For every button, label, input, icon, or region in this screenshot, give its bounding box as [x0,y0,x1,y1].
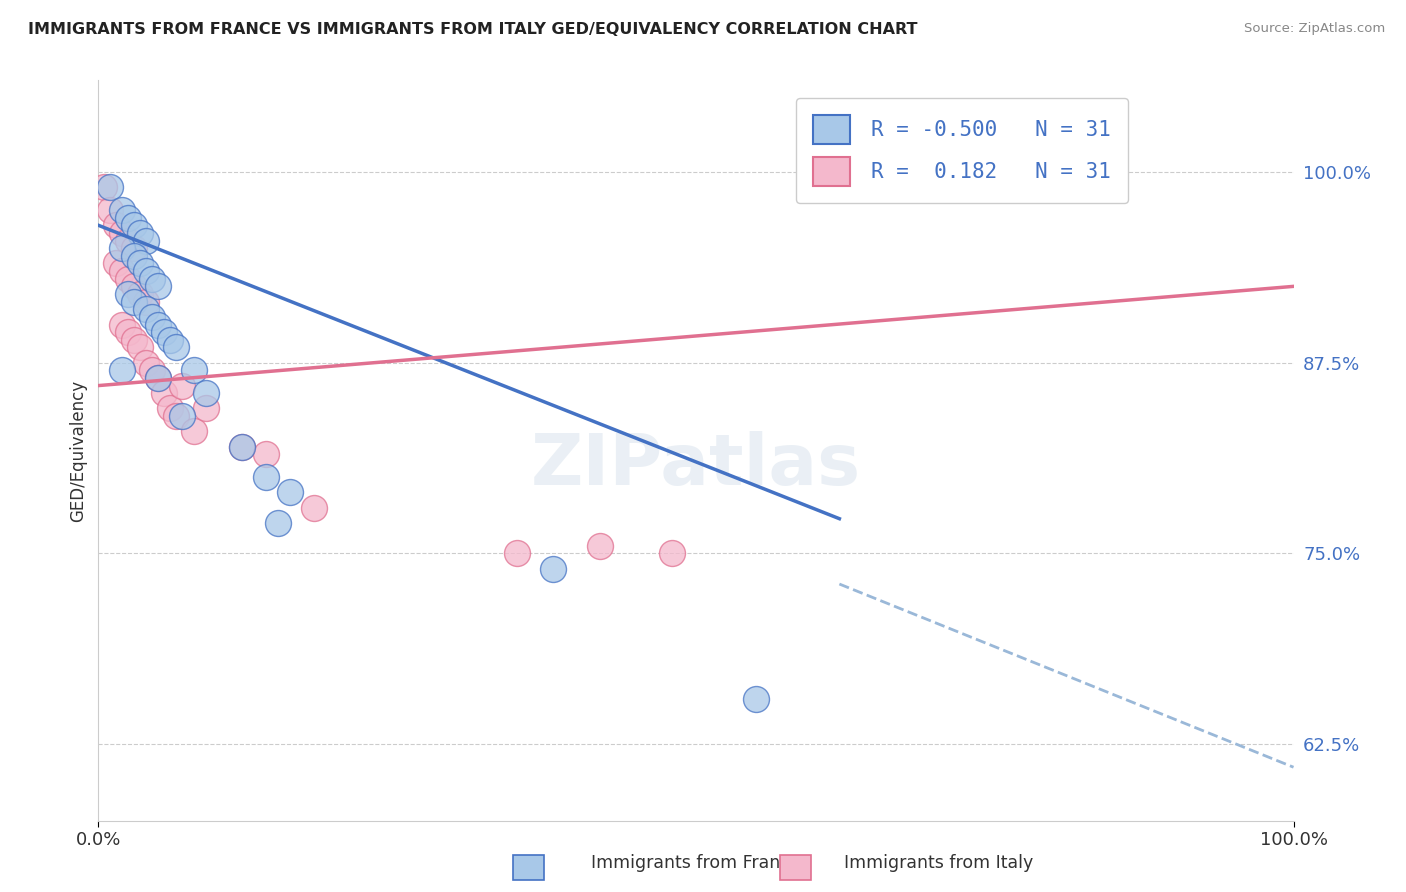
Point [589,539,612,553]
Y-axis label: GED/Equivalency: GED/Equivalency [69,379,87,522]
Point [111,226,134,240]
Text: ZIPatlas: ZIPatlas [531,431,860,500]
Point [195,401,218,416]
Point [254,447,277,461]
Point [129,226,152,240]
Point [172,378,194,392]
Point [124,219,146,233]
Point [129,287,152,301]
Point [105,256,128,270]
Point [231,440,253,454]
Text: Immigrants from France: Immigrants from France [591,855,800,872]
Point [135,234,157,248]
Point [111,264,134,278]
Point [541,562,564,576]
Point [124,249,146,263]
Point [745,691,768,706]
Point [111,202,134,217]
Point [124,241,146,255]
Point [254,470,277,484]
Point [135,356,157,370]
Legend: R = -0.500   N = 31, R =  0.182   N = 31: R = -0.500 N = 31, R = 0.182 N = 31 [796,98,1128,202]
Point [111,363,134,377]
Point [124,294,146,309]
Point [129,340,152,354]
Point [111,318,134,332]
Text: Source: ZipAtlas.com: Source: ZipAtlas.com [1244,22,1385,36]
Point [172,409,194,423]
Point [135,294,157,309]
Point [165,340,187,354]
Point [278,485,301,500]
Point [267,516,290,530]
Point [148,279,170,293]
Text: Immigrants from Italy: Immigrants from Italy [844,855,1033,872]
Point [506,547,529,561]
Point [135,302,157,317]
Point [141,310,163,324]
Point [129,256,152,270]
Point [117,287,139,301]
Point [661,547,683,561]
Point [117,325,139,339]
Point [93,180,115,194]
Point [195,386,218,401]
Point [117,211,139,225]
Point [105,219,128,233]
Point [159,401,181,416]
Point [124,279,146,293]
Point [153,386,176,401]
Point [148,318,170,332]
Point [231,440,253,454]
Point [302,500,325,515]
Point [165,409,187,423]
Point [148,371,170,385]
Point [153,325,176,339]
Point [117,271,139,285]
Point [124,333,146,347]
Point [148,371,170,385]
Point [141,363,163,377]
Point [111,241,134,255]
Point [141,271,163,285]
Point [135,264,157,278]
Point [117,234,139,248]
Point [183,363,205,377]
Point [98,180,122,194]
Point [183,425,205,439]
Point [159,333,181,347]
Point [98,202,122,217]
Text: IMMIGRANTS FROM FRANCE VS IMMIGRANTS FROM ITALY GED/EQUIVALENCY CORRELATION CHAR: IMMIGRANTS FROM FRANCE VS IMMIGRANTS FRO… [28,22,918,37]
